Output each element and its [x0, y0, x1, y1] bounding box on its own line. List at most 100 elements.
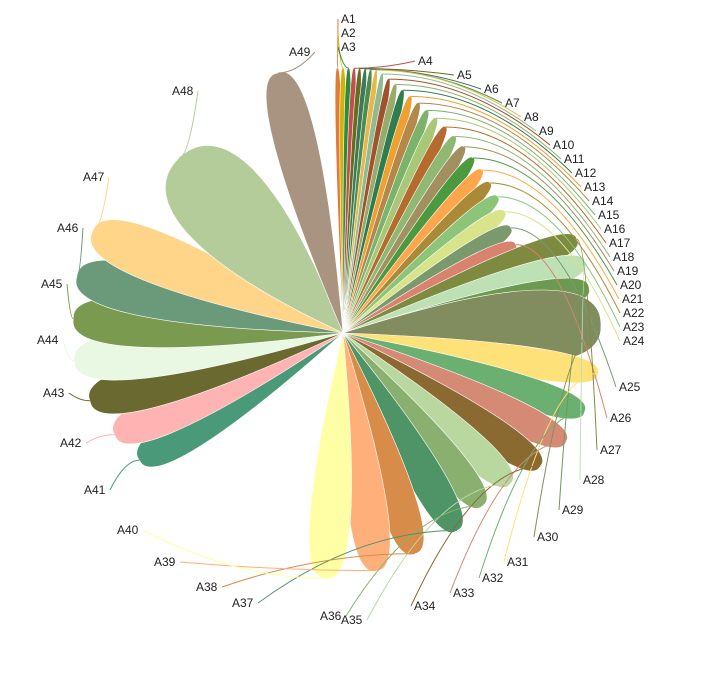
leader-line-a32: [478, 410, 585, 579]
slice-label-a1: A1: [341, 12, 356, 26]
leader-line-a46: [76, 227, 84, 277]
petal-layer: [72, 67, 602, 579]
slice-label-a41: A41: [84, 483, 106, 497]
slice-label-a43: A43: [43, 386, 65, 400]
petal-a40: [308, 332, 352, 579]
leader-line-a22: [489, 182, 621, 314]
leader-line-a17: [445, 126, 607, 244]
slice-label-a14: A14: [592, 194, 614, 208]
slice-label-a20: A20: [620, 278, 642, 292]
slice-label-a31: A31: [507, 555, 529, 569]
leader-line-a1: [336, 18, 339, 69]
slice-label-a2: A2: [341, 26, 356, 40]
slice-label-a4: A4: [418, 54, 433, 68]
leader-line-a3: [337, 46, 349, 69]
leader-line-a39: [179, 561, 377, 572]
slice-label-a46: A46: [57, 221, 79, 235]
leader-line-a37: [257, 529, 458, 604]
leader-line-a47: [92, 176, 110, 233]
leader-line-a15: [427, 109, 596, 216]
slice-label-a25: A25: [619, 380, 641, 394]
slice-label-a29: A29: [562, 503, 584, 517]
slice-label-a27: A27: [600, 443, 622, 457]
slice-label-a44: A44: [37, 333, 59, 347]
slice-label-a42: A42: [60, 436, 82, 450]
leader-line-a10: [388, 78, 551, 146]
slice-label-a45: A45: [41, 277, 63, 291]
slice-label-a34: A34: [414, 599, 436, 613]
leader-line-a24: [504, 211, 621, 342]
leader-line-a19: [463, 146, 615, 272]
leader-line-a36: [345, 505, 483, 617]
leader-line-a49: [278, 51, 316, 74]
leader-line-a29: [558, 287, 590, 511]
leader-line-a44: [62, 339, 75, 362]
leader-line-a12: [402, 89, 573, 174]
slice-label-a11: A11: [564, 152, 585, 166]
leader-line-a28: [579, 262, 586, 481]
slice-label-a9: A9: [539, 124, 554, 138]
slice-label-a48: A48: [172, 84, 194, 98]
leader-line-a14: [418, 102, 590, 202]
leader-line-a35: [366, 483, 511, 621]
leader-line-a23: [497, 196, 621, 328]
leader-line-a42: [85, 434, 115, 444]
leader-line-a26: [515, 244, 608, 419]
leader-line-a11: [395, 83, 562, 160]
slice-label-a15: A15: [598, 208, 620, 222]
slice-label-a16: A16: [604, 222, 626, 236]
slice-label-a24: A24: [623, 334, 645, 348]
leader-line-a20: [472, 157, 618, 286]
slice-label-a13: A13: [584, 180, 606, 194]
slice-label-a18: A18: [613, 250, 635, 264]
leader-line-a16: [435, 117, 602, 230]
slice-label-a35: A35: [341, 613, 363, 627]
leader-line-a48: [179, 90, 199, 158]
leader-line-a45: [66, 283, 74, 320]
slice-label-a47: A47: [83, 170, 105, 184]
petal-a48: [165, 145, 344, 334]
slice-label-a6: A6: [484, 82, 499, 96]
slice-label-a5: A5: [457, 68, 472, 82]
slice-label-a21: A21: [622, 292, 644, 306]
slice-label-a28: A28: [583, 473, 605, 487]
slice-label-a38: A38: [196, 580, 218, 594]
slice-label-a12: A12: [575, 166, 597, 180]
slice-label-a17: A17: [609, 236, 631, 250]
leader-line-a30: [533, 323, 601, 538]
leader-line-layer: [62, 18, 621, 621]
leader-line-a43: [68, 392, 90, 402]
leader-line-a4: [354, 60, 416, 69]
leader-line-a38: [221, 553, 415, 588]
leader-line-a31: [503, 372, 598, 563]
slice-label-layer: A1A2A3A4A5A6A7A8A9A10A11A12A13A14A15A16A…: [37, 12, 645, 627]
slice-label-a49: A49: [289, 45, 311, 59]
leader-line-a41: [109, 459, 140, 491]
leader-line-a33: [449, 441, 566, 594]
slice-label-a8: A8: [524, 110, 539, 124]
leader-line-a40: [142, 529, 326, 579]
leader-line-a9: [382, 73, 537, 132]
leader-line-a18: [454, 135, 611, 258]
leader-line-a8: [376, 69, 522, 118]
slice-label-a10: A10: [553, 138, 575, 152]
slice-label-a40: A40: [117, 523, 139, 537]
leader-line-a21: [481, 169, 620, 300]
slice-label-a37: A37: [232, 596, 254, 610]
slice-label-a33: A33: [453, 586, 475, 600]
leader-line-a13: [410, 95, 582, 188]
slice-label-a7: A7: [505, 96, 520, 110]
slice-label-a32: A32: [482, 571, 504, 585]
leader-line-a25: [510, 227, 617, 388]
slice-label-a19: A19: [617, 264, 639, 278]
slice-label-a30: A30: [537, 530, 559, 544]
leader-line-a34: [410, 465, 541, 607]
slice-label-a39: A39: [154, 555, 176, 569]
slice-label-a26: A26: [610, 411, 632, 425]
slice-label-a3: A3: [341, 40, 356, 54]
leader-line-a27: [576, 238, 598, 451]
leader-line-a2: [337, 32, 344, 69]
slice-label-a36: A36: [320, 609, 342, 623]
slice-label-a23: A23: [623, 320, 645, 334]
